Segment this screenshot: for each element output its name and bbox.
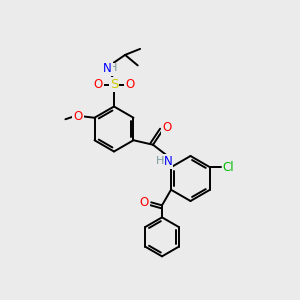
Text: H: H [156,156,164,166]
Text: N: N [164,155,172,168]
Text: O: O [125,78,134,92]
Text: H: H [109,63,117,74]
Text: O: O [74,110,82,123]
Text: O: O [140,196,148,209]
Text: N: N [103,62,112,75]
Text: O: O [162,121,171,134]
Text: O: O [94,78,103,92]
Text: S: S [110,78,118,92]
Text: Cl: Cl [223,161,234,174]
